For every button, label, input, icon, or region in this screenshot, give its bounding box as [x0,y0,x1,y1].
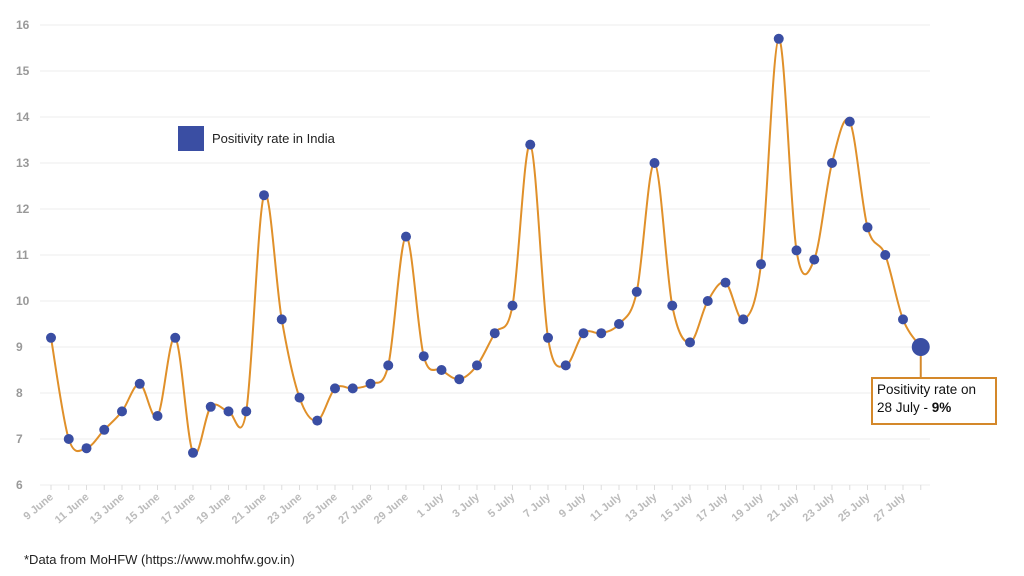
y-tick-label: 11 [16,248,29,262]
data-point [454,374,465,385]
x-tick-label: 17 June [159,491,198,527]
data-point [117,406,127,417]
data-point [844,116,855,127]
data-point [312,415,323,426]
data-point [738,314,749,325]
y-tick-label: 9 [16,340,23,354]
data-point [489,328,500,339]
data-point [543,332,553,343]
data-point [276,314,287,325]
x-tick-label: 9 July [557,491,589,521]
y-tick-label: 12 [16,202,30,216]
data-point [507,300,518,311]
data-point [560,360,571,371]
x-tick-label: 21 June [230,491,269,527]
x-tick-label: 13 July [623,491,660,525]
data-point [614,319,624,329]
data-point [347,383,358,394]
x-tick-label: 7 July [521,491,553,521]
data-point [472,360,482,371]
annotation-line1: Positivity rate on [877,382,977,397]
annotation-callout: Positivity rate on 28 July - 9% [871,377,997,425]
legend: Positivity rate in India [178,126,335,151]
legend-swatch [178,126,204,151]
data-point [365,378,376,389]
x-tick-label: 23 June [265,491,304,527]
data-point [223,406,234,417]
y-tick-label: 15 [16,64,30,78]
x-tick-label: 25 July [836,491,873,525]
data-point [383,360,394,371]
annotation-line2: 28 July - [877,400,932,415]
data-point [827,158,837,168]
y-tick-label: 7 [16,432,23,446]
y-tick-label: 16 [16,18,30,32]
data-point [99,424,110,435]
x-tick-label: 21 July [765,491,802,525]
data-point [46,332,56,343]
x-tick-label: 19 July [730,491,767,525]
data-point [596,328,607,339]
data-point [330,383,340,394]
x-tick-label: 29 June [372,491,411,527]
data-point [241,406,252,417]
source-note: *Data from MoHFW (https://www.mohfw.gov.… [24,552,295,567]
y-tick-label: 14 [16,110,30,124]
x-tick-label: 27 June [336,491,375,527]
data-point [436,365,447,375]
data-point [188,447,198,458]
x-tick-label: 25 June [301,491,340,527]
x-tick-label: 5 July [486,491,518,521]
annotation-value: 9% [931,400,952,415]
data-point [259,190,269,201]
data-point [81,443,92,454]
data-point [773,33,784,44]
x-tick-label: 9 June [22,491,56,523]
legend-label: Positivity rate in India [212,131,335,146]
x-tick-label: 15 June [123,491,162,527]
x-tick-label: 3 July [450,491,482,521]
data-point [898,314,908,325]
series-line [50,37,922,456]
data-point [418,351,429,362]
data-point [880,250,891,260]
data-point [791,245,802,256]
data-point [63,434,74,444]
x-tick-label: 27 July [872,491,909,525]
data-point [911,338,930,356]
x-tick-label: 15 July [659,491,696,525]
x-tick-label: 1 July [415,491,447,521]
data-point [809,254,820,265]
data-point [294,392,305,403]
data-point [649,158,660,168]
data-point [525,139,536,150]
y-tick-label: 6 [16,478,23,492]
y-tick-label: 13 [16,156,30,170]
x-tick-label: 23 July [801,491,838,525]
y-tick-label: 8 [16,386,23,400]
data-point [205,401,216,412]
data-point [685,337,695,348]
data-point [702,296,713,306]
y-tick-label: 10 [16,294,30,308]
data-point [756,259,766,270]
data-point [631,286,642,297]
data-point [667,300,678,311]
data-point [720,277,731,288]
data-point [862,222,873,233]
x-tick-label: 11 July [588,491,624,524]
data-point [401,231,411,242]
x-tick-label: 11 June [53,491,92,526]
x-tick-label: 17 July [694,491,731,525]
data-point [134,378,145,389]
x-tick-label: 19 June [194,491,233,527]
x-tick-label: 13 June [88,491,127,527]
data-point [170,332,181,343]
data-point [152,411,163,421]
data-point [578,328,589,339]
